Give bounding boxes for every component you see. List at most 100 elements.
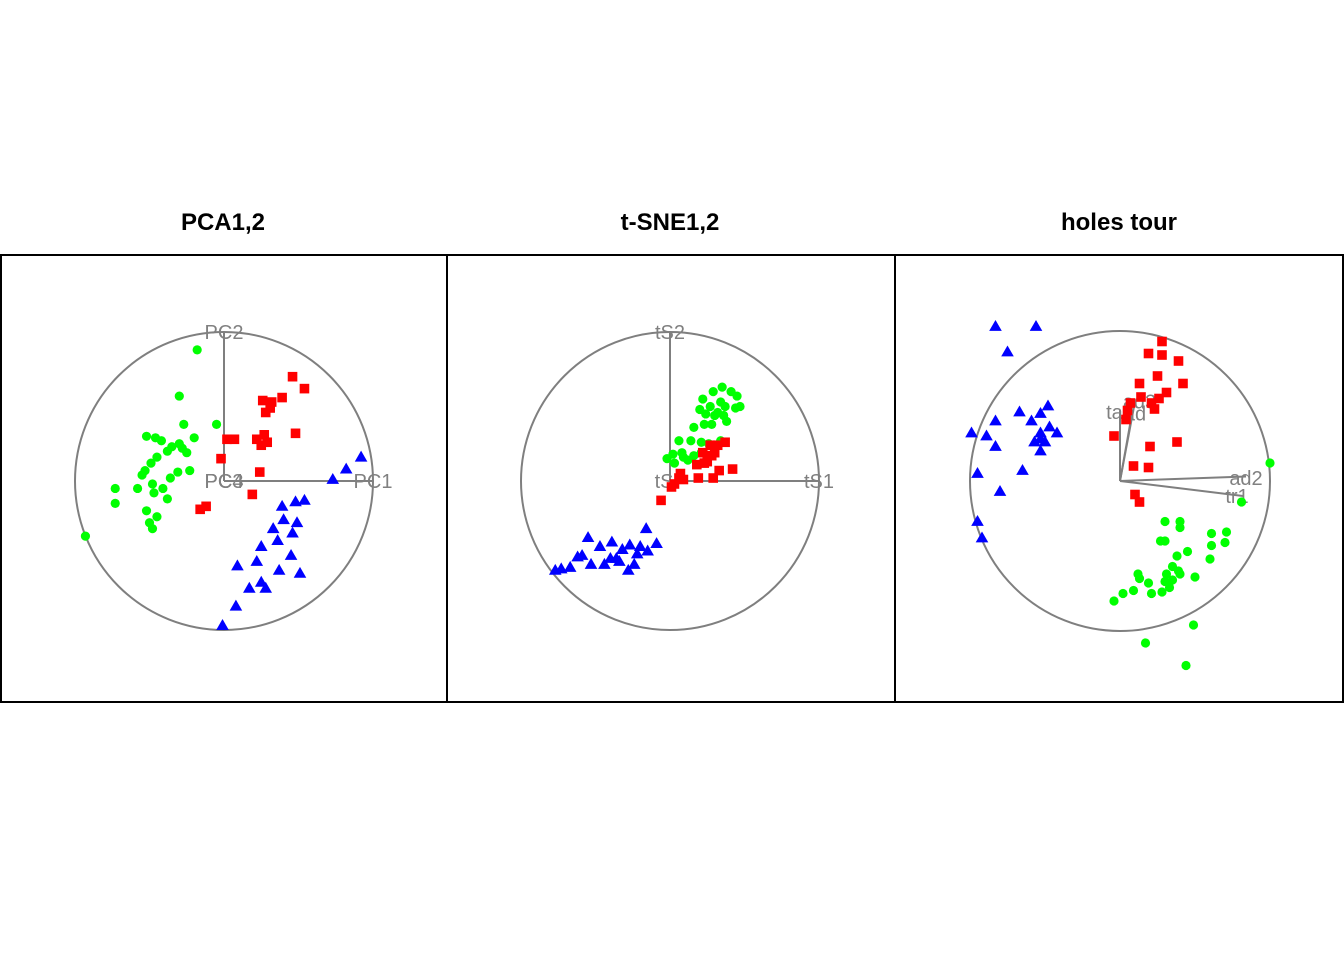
point-holes-tour-circle-6 bbox=[1206, 528, 1217, 539]
point-holes-tour-triangle-16 bbox=[1034, 444, 1047, 456]
panel-title-pca: PCA1,2 bbox=[181, 209, 265, 236]
point-holes-tour-triangle-18 bbox=[1016, 463, 1029, 475]
point-holes-tour-square-5 bbox=[1178, 378, 1188, 389]
point-pca-square-12 bbox=[262, 437, 273, 448]
point-holes-tour-square-18 bbox=[1128, 461, 1139, 471]
point-tsne-circle-3 bbox=[732, 391, 742, 401]
point-tsne-triangle-1 bbox=[650, 537, 663, 548]
point-pca-circle-30 bbox=[147, 524, 158, 534]
point-tsne-triangle-11 bbox=[604, 551, 617, 563]
point-holes-tour-triangle-1 bbox=[1029, 319, 1043, 331]
point-pca-square-10 bbox=[290, 428, 301, 439]
point-pca-triangle-6 bbox=[277, 513, 290, 525]
point-pca-square-1 bbox=[299, 383, 310, 394]
point-tsne-square-2 bbox=[705, 440, 716, 451]
point-tsne-square-4 bbox=[697, 447, 708, 458]
point-pca-triangle-0 bbox=[354, 450, 368, 462]
point-holes-tour-triangle-10 bbox=[980, 429, 993, 441]
point-holes-tour-triangle-14 bbox=[1028, 435, 1041, 447]
point-pca-triangle-13 bbox=[250, 554, 264, 566]
panel-title-holes-tour: holes tour bbox=[1061, 209, 1177, 236]
point-tsne-circle-30 bbox=[662, 454, 672, 464]
point-pca-square-16 bbox=[247, 489, 258, 500]
point-pca-circle-21 bbox=[158, 483, 168, 494]
point-tsne-triangle-8 bbox=[641, 544, 654, 556]
point-holes-tour-circle-22 bbox=[1164, 582, 1175, 593]
point-holes-tour-square-17 bbox=[1145, 441, 1155, 452]
point-tsne-triangle-15 bbox=[627, 557, 641, 569]
point-holes-tour-circle-4 bbox=[1160, 516, 1170, 527]
point-holes-tour-square-15 bbox=[1109, 431, 1119, 441]
point-pca-circle-4 bbox=[211, 419, 222, 429]
point-holes-tour-square-1 bbox=[1143, 348, 1154, 359]
point-holes-tour-triangle-11 bbox=[1034, 426, 1047, 438]
point-holes-tour-circle-28 bbox=[1157, 587, 1167, 597]
point-pca-triangle-11 bbox=[254, 540, 268, 551]
axis-vector-holes-tour-ad2 bbox=[1119, 475, 1247, 482]
point-holes-tour-triangle-15 bbox=[1038, 435, 1052, 447]
point-holes-tour-square-2 bbox=[1157, 350, 1167, 360]
point-holes-tour-square-0 bbox=[1157, 336, 1167, 347]
point-holes-tour-triangle-20 bbox=[993, 484, 1007, 496]
point-pca-circle-3 bbox=[189, 433, 199, 443]
point-tsne-circle-29 bbox=[678, 452, 689, 462]
point-tsne-circle-15 bbox=[722, 416, 732, 426]
point-pca-triangle-15 bbox=[272, 563, 286, 575]
point-pca-square-18 bbox=[195, 504, 205, 515]
point-holes-tour-triangle-22 bbox=[975, 531, 989, 543]
point-pca-square-17 bbox=[201, 501, 211, 512]
point-pca-square-11 bbox=[251, 434, 262, 445]
point-pca-square-15 bbox=[254, 467, 265, 477]
point-tsne-circle-0 bbox=[717, 382, 727, 392]
point-tsne-square-10 bbox=[708, 473, 719, 483]
point-holes-tour-circle-5 bbox=[1221, 527, 1232, 537]
point-pca-triangle-8 bbox=[266, 522, 280, 534]
point-pca-triangle-1 bbox=[339, 462, 353, 474]
point-tsne-square-17 bbox=[699, 458, 710, 468]
point-pca-square-0 bbox=[287, 371, 298, 382]
point-holes-tour-triangle-3 bbox=[1013, 405, 1026, 417]
point-holes-tour-circle-21 bbox=[1143, 578, 1154, 588]
axis-label-tsne-ts1: tS1 bbox=[804, 471, 834, 493]
point-holes-tour-triangle-5 bbox=[1034, 406, 1047, 418]
point-holes-tour-circle-12 bbox=[1172, 551, 1182, 561]
point-holes-tour-circle-19 bbox=[1161, 569, 1172, 579]
point-holes-tour-circle-18 bbox=[1134, 573, 1145, 584]
point-holes-tour-triangle-21 bbox=[971, 514, 984, 526]
point-pca-circle-12 bbox=[182, 448, 192, 458]
point-holes-tour-triangle-9 bbox=[965, 426, 978, 438]
point-tsne-circle-6 bbox=[720, 401, 730, 412]
point-tsne-circle-16 bbox=[707, 419, 717, 429]
point-pca-square-8 bbox=[229, 434, 240, 445]
point-holes-tour-triangle-17 bbox=[989, 439, 1002, 451]
point-pca-circle-28 bbox=[152, 512, 162, 522]
point-tsne-circle-12 bbox=[735, 401, 745, 412]
point-holes-tour-square-8 bbox=[1136, 392, 1146, 402]
point-tsne-circle-17 bbox=[699, 419, 709, 429]
point-tsne-circle-19 bbox=[674, 436, 684, 446]
point-holes-tour-circle-30 bbox=[1188, 620, 1199, 630]
point-holes-tour-circle-0 bbox=[1265, 458, 1275, 468]
point-holes-tour-circle-1 bbox=[1236, 497, 1247, 507]
point-tsne-triangle-20 bbox=[548, 563, 562, 575]
point-tsne-square-1 bbox=[712, 440, 723, 451]
point-holes-tour-circle-8 bbox=[1206, 540, 1217, 551]
point-holes-tour-circle-25 bbox=[1128, 585, 1139, 596]
point-holes-tour-triangle-8 bbox=[989, 414, 1002, 426]
point-pca-circle-26 bbox=[162, 494, 172, 504]
panel-frame-holes-tour bbox=[894, 254, 1344, 703]
point-tsne-square-15 bbox=[666, 482, 677, 492]
point-holes-tour-square-13 bbox=[1122, 405, 1133, 416]
point-tsne-triangle-13 bbox=[571, 550, 584, 562]
point-pca-square-3 bbox=[257, 395, 268, 406]
points-layer-holes-tour bbox=[965, 319, 1275, 671]
point-holes-tour-square-11 bbox=[1149, 404, 1160, 414]
point-pca-circle-22 bbox=[149, 488, 159, 498]
point-pca-square-13 bbox=[256, 440, 267, 451]
point-holes-tour-square-14 bbox=[1121, 414, 1131, 425]
point-pca-circle-16 bbox=[137, 470, 147, 480]
point-holes-tour-square-16 bbox=[1172, 437, 1182, 447]
point-holes-tour-triangle-0 bbox=[989, 319, 1002, 331]
